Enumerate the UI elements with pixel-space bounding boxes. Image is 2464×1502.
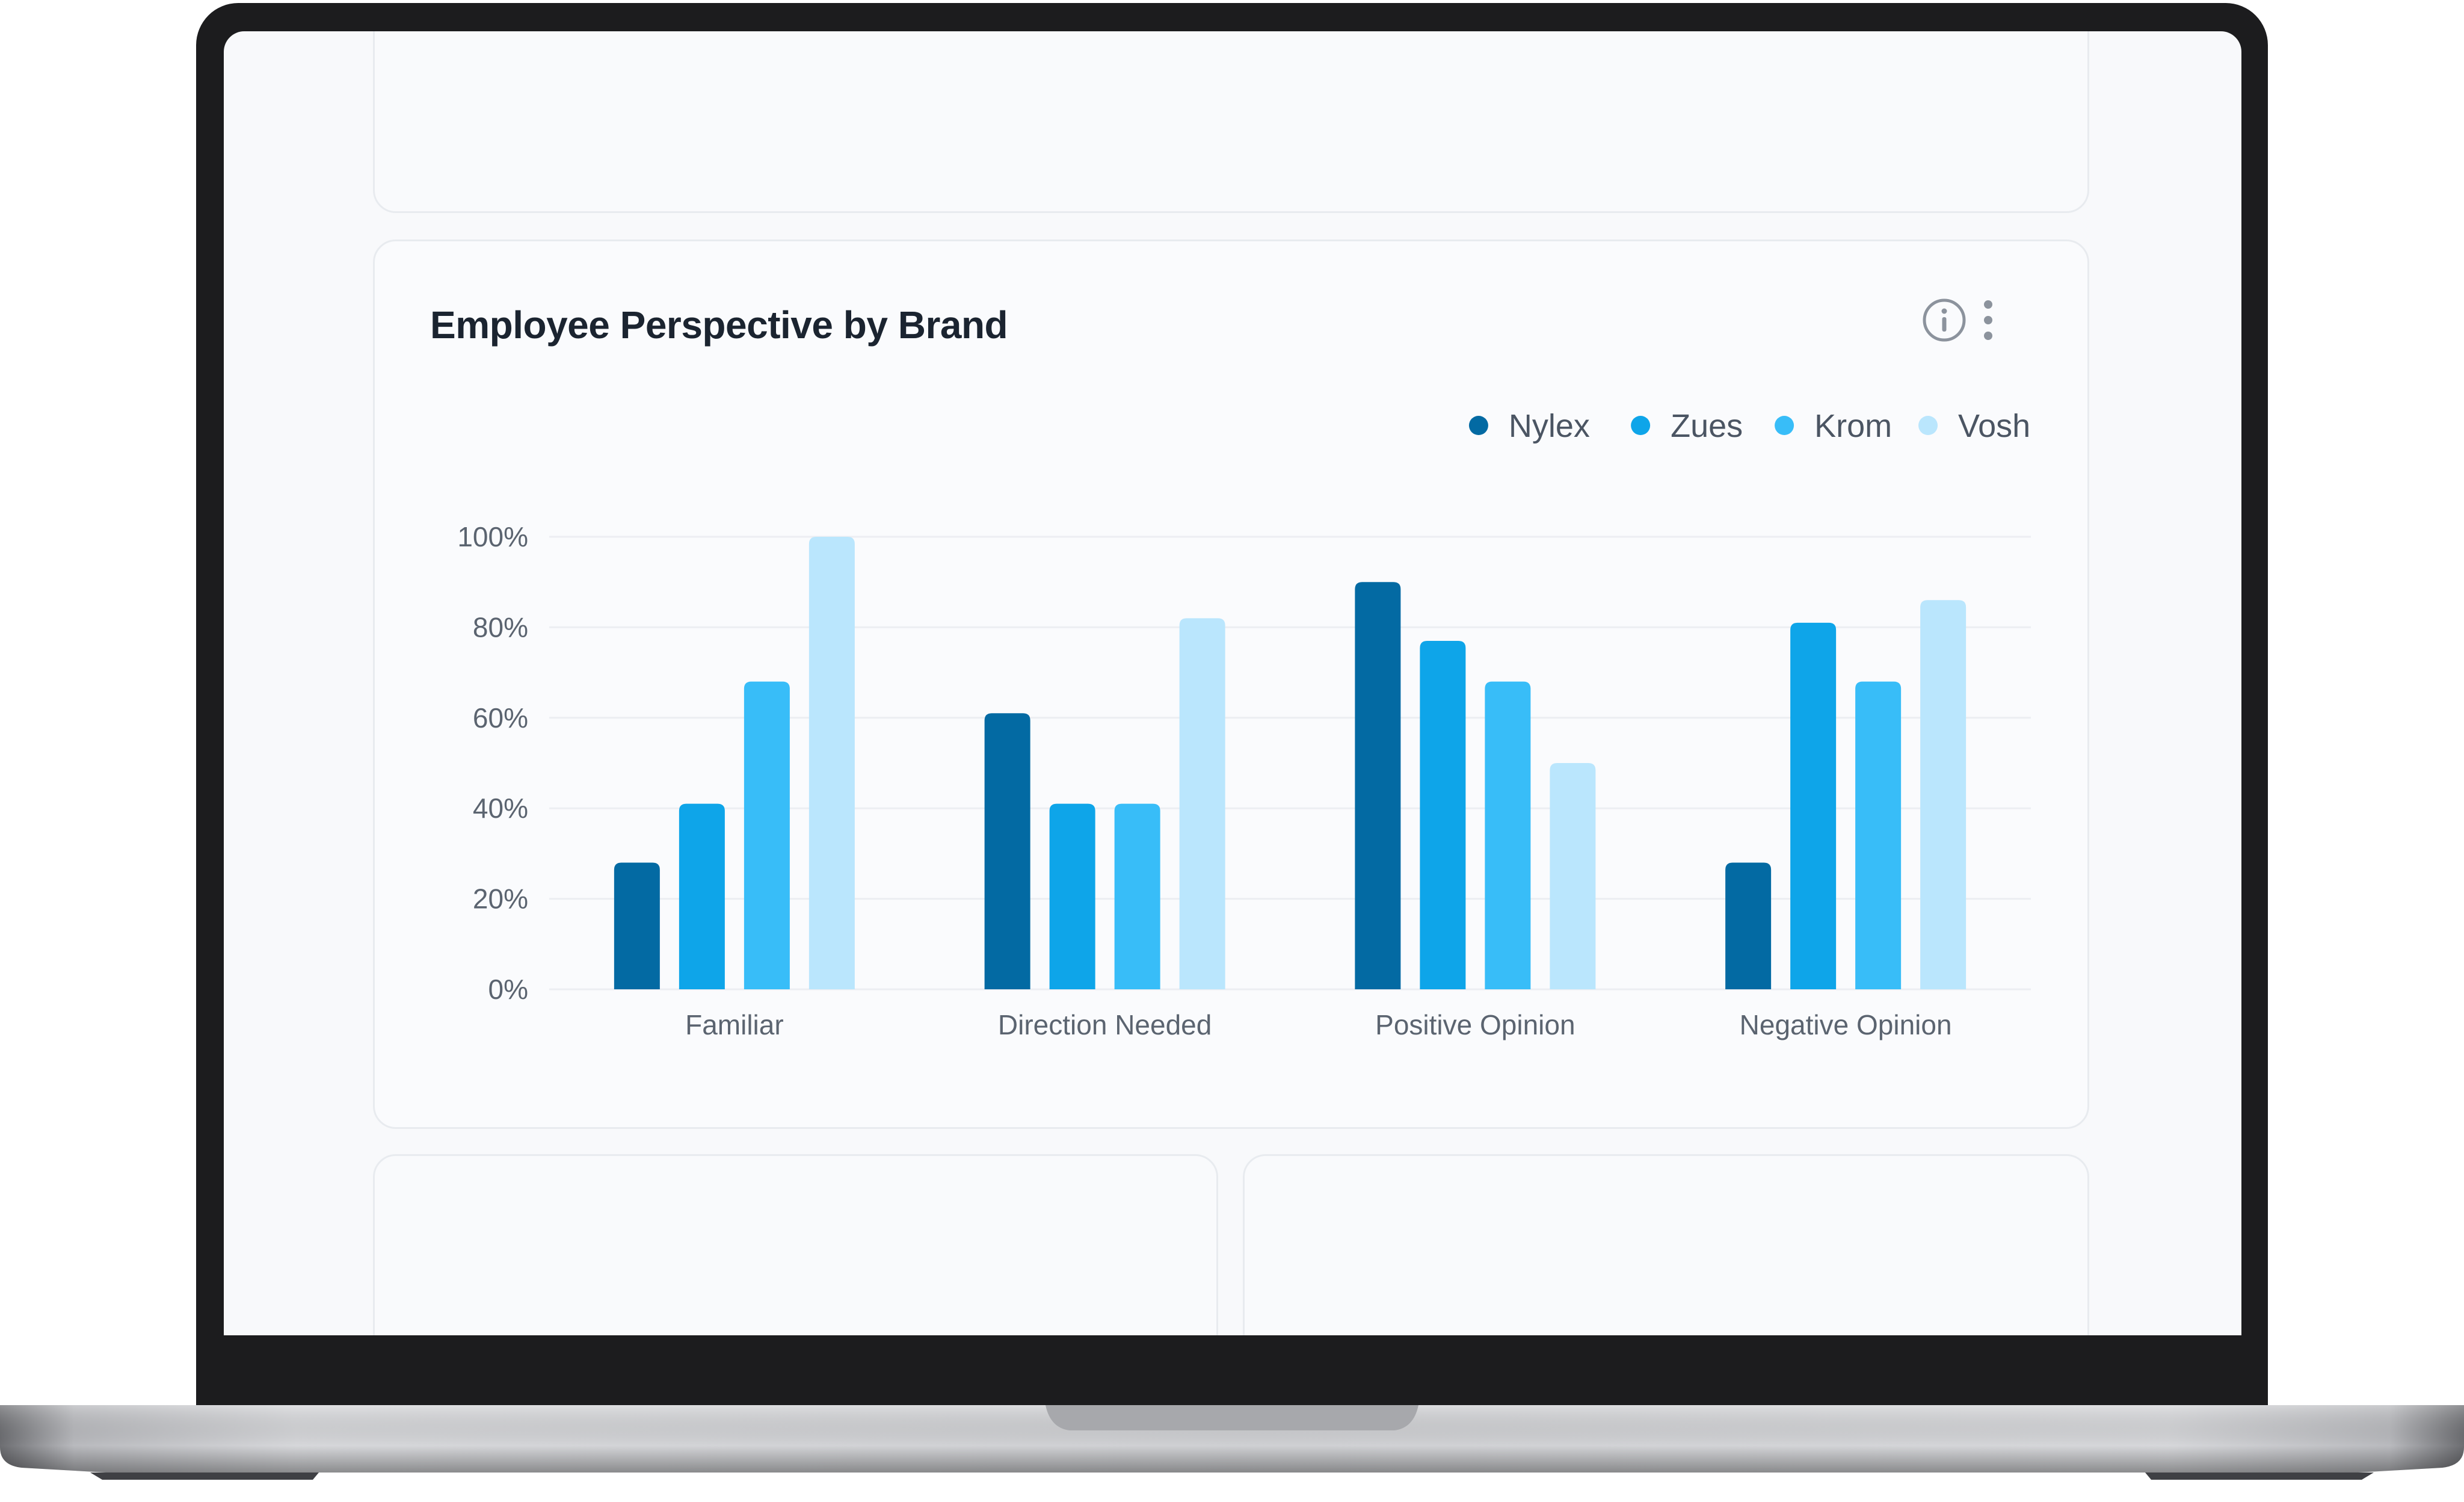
bar-zues-direction-needed[interactable]	[1049, 803, 1095, 989]
bar-vosh-direction-needed[interactable]	[1179, 618, 1225, 989]
bottom-right-placeholder-card	[1243, 1154, 2089, 1335]
more-options-icon[interactable]	[1976, 297, 2000, 344]
legend-label: Vosh	[1958, 408, 2030, 444]
y-tick-label: 40%	[473, 793, 528, 824]
bar-zues-positive-opinion[interactable]	[1420, 640, 1466, 989]
legend-swatch	[1918, 416, 1938, 435]
legend-swatch	[1631, 416, 1651, 435]
y-tick-label: 0%	[488, 974, 528, 1005]
x-tick-label: Negative Opinion	[1740, 1009, 1952, 1040]
bar-krom-positive-opinion[interactable]	[1485, 681, 1531, 989]
top-placeholder-card	[373, 31, 2089, 213]
bar-zues-negative-opinion[interactable]	[1790, 622, 1837, 989]
bar-vosh-negative-opinion[interactable]	[1920, 600, 1967, 989]
bar-nylex-negative-opinion[interactable]	[1725, 862, 1772, 989]
x-tick-label: Positive Opinion	[1375, 1009, 1575, 1040]
x-tick-label: Direction Needed	[998, 1009, 1212, 1040]
bar-chart: Nylex Zues Krom Vosh 0% 20% 40% 60% 80% 100% Fam…	[457, 408, 2031, 1040]
bar-vosh-positive-opinion[interactable]	[1550, 763, 1596, 989]
legend-item-nylex[interactable]: Nylex	[1468, 408, 1590, 444]
legend-item-krom[interactable]: Krom	[1775, 408, 1892, 444]
legend-swatch	[1468, 416, 1488, 435]
bottom-left-placeholder-card	[373, 1154, 1218, 1335]
screen: Employee Perspective by Brand Nylex Zues K…	[224, 31, 2241, 1335]
y-tick-label: 100%	[457, 521, 528, 552]
chart-legend: Nylex Zues Krom Vosh	[1468, 408, 2030, 444]
y-tick-label: 20%	[473, 883, 528, 915]
chart-bars	[614, 537, 1967, 989]
legend-label: Nylex	[1509, 408, 1590, 444]
bar-krom-direction-needed[interactable]	[1114, 803, 1160, 989]
card-title: Employee Perspective by Brand	[430, 303, 1008, 347]
x-axis: Familiar Direction Needed Positive Opinion…	[685, 1009, 1951, 1040]
bar-vosh-familiar[interactable]	[808, 537, 855, 989]
legend-label: Krom	[1814, 408, 1892, 444]
chart-card: Employee Perspective by Brand Nylex Zues K…	[373, 240, 2089, 1129]
laptop-base	[0, 1405, 2464, 1480]
info-icon[interactable]	[1921, 297, 1968, 344]
legend-item-zues[interactable]: Zues	[1631, 408, 1743, 444]
bar-zues-familiar[interactable]	[679, 803, 725, 989]
bar-krom-familiar[interactable]	[744, 681, 790, 989]
chart-gridlines	[549, 536, 2031, 991]
y-tick-label: 80%	[473, 611, 528, 643]
y-axis: 0% 20% 40% 60% 80% 100%	[457, 521, 528, 1005]
legend-label: Zues	[1671, 408, 1743, 444]
legend-swatch	[1775, 416, 1794, 435]
bar-nylex-familiar[interactable]	[614, 862, 660, 989]
x-tick-label: Familiar	[685, 1009, 784, 1040]
bar-nylex-direction-needed[interactable]	[984, 713, 1030, 989]
bar-nylex-positive-opinion[interactable]	[1355, 582, 1401, 989]
legend-item-vosh[interactable]: Vosh	[1918, 408, 2030, 444]
y-tick-label: 60%	[473, 702, 528, 734]
bar-krom-negative-opinion[interactable]	[1855, 681, 1902, 989]
